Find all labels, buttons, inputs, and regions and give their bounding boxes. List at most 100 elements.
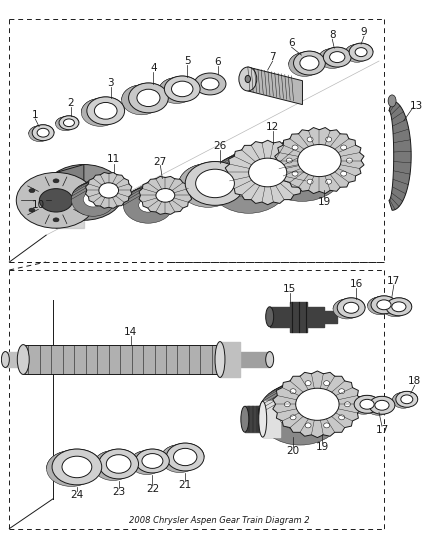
Ellipse shape: [280, 155, 324, 187]
Text: 10: 10: [32, 200, 45, 211]
Text: 17: 17: [387, 276, 400, 286]
Ellipse shape: [59, 116, 79, 130]
Ellipse shape: [71, 182, 115, 216]
Polygon shape: [366, 397, 395, 406]
Ellipse shape: [245, 75, 251, 83]
Ellipse shape: [292, 145, 298, 150]
Ellipse shape: [258, 383, 342, 445]
Text: 6: 6: [215, 57, 221, 67]
Ellipse shape: [307, 137, 313, 142]
Ellipse shape: [57, 458, 86, 479]
Ellipse shape: [101, 456, 125, 475]
Ellipse shape: [239, 67, 257, 91]
Ellipse shape: [392, 392, 414, 408]
Ellipse shape: [99, 449, 138, 479]
Ellipse shape: [230, 169, 268, 198]
Ellipse shape: [318, 49, 346, 68]
Ellipse shape: [349, 43, 373, 61]
Ellipse shape: [83, 192, 103, 207]
Ellipse shape: [290, 389, 296, 394]
Ellipse shape: [249, 158, 287, 187]
Ellipse shape: [164, 76, 200, 102]
Text: 2: 2: [67, 98, 74, 108]
Text: 27: 27: [154, 157, 167, 166]
Ellipse shape: [357, 400, 371, 410]
Ellipse shape: [172, 81, 193, 96]
Polygon shape: [351, 395, 380, 405]
Ellipse shape: [52, 449, 102, 485]
Ellipse shape: [388, 303, 403, 313]
Ellipse shape: [215, 342, 225, 377]
Ellipse shape: [396, 391, 418, 407]
Ellipse shape: [261, 140, 344, 201]
Text: 13: 13: [410, 101, 424, 111]
Ellipse shape: [300, 56, 319, 70]
Ellipse shape: [129, 83, 168, 113]
Ellipse shape: [53, 218, 59, 222]
Ellipse shape: [296, 388, 339, 421]
Ellipse shape: [351, 49, 363, 58]
Ellipse shape: [37, 128, 49, 137]
Ellipse shape: [326, 137, 332, 142]
Ellipse shape: [373, 301, 388, 311]
Polygon shape: [46, 449, 102, 469]
Ellipse shape: [337, 298, 365, 318]
Ellipse shape: [189, 171, 227, 200]
Ellipse shape: [161, 445, 198, 473]
Text: 6: 6: [288, 38, 295, 48]
Text: 19: 19: [318, 197, 331, 207]
Ellipse shape: [298, 144, 341, 176]
Ellipse shape: [178, 164, 238, 207]
Ellipse shape: [139, 198, 158, 212]
Ellipse shape: [293, 51, 325, 75]
Polygon shape: [392, 391, 418, 400]
Ellipse shape: [286, 158, 292, 163]
Polygon shape: [71, 174, 131, 199]
Ellipse shape: [369, 397, 395, 414]
Ellipse shape: [99, 183, 119, 198]
Polygon shape: [389, 101, 411, 211]
Ellipse shape: [29, 189, 35, 192]
Ellipse shape: [355, 47, 367, 56]
Ellipse shape: [93, 450, 133, 480]
Ellipse shape: [289, 53, 321, 76]
Text: 5: 5: [184, 56, 191, 66]
Polygon shape: [318, 47, 351, 59]
Ellipse shape: [81, 99, 119, 126]
Polygon shape: [275, 127, 364, 193]
Text: 12: 12: [266, 122, 279, 132]
Ellipse shape: [17, 345, 29, 375]
Polygon shape: [209, 143, 307, 183]
Ellipse shape: [173, 448, 197, 466]
Ellipse shape: [16, 173, 96, 228]
Ellipse shape: [62, 456, 92, 478]
Ellipse shape: [326, 179, 332, 184]
Ellipse shape: [46, 450, 96, 487]
Ellipse shape: [324, 423, 330, 428]
Ellipse shape: [39, 189, 73, 212]
Text: 19: 19: [316, 442, 329, 452]
Ellipse shape: [159, 78, 194, 103]
Ellipse shape: [324, 381, 330, 386]
Ellipse shape: [95, 102, 117, 119]
Ellipse shape: [367, 297, 393, 315]
Ellipse shape: [259, 401, 267, 437]
Polygon shape: [159, 76, 200, 91]
Ellipse shape: [343, 302, 359, 313]
Ellipse shape: [354, 395, 380, 413]
Ellipse shape: [388, 95, 396, 107]
Ellipse shape: [392, 302, 406, 312]
Ellipse shape: [266, 352, 274, 367]
Polygon shape: [122, 83, 168, 100]
Ellipse shape: [371, 401, 385, 411]
Polygon shape: [333, 298, 365, 309]
Text: 21: 21: [179, 480, 192, 490]
Text: 16: 16: [350, 279, 363, 289]
Polygon shape: [382, 298, 412, 308]
Ellipse shape: [325, 53, 340, 64]
Ellipse shape: [194, 73, 226, 95]
Text: 17: 17: [375, 425, 389, 435]
Text: 15: 15: [283, 284, 296, 294]
Text: 2008 Chrysler Aspen Gear Train Diagram 2: 2008 Chrysler Aspen Gear Train Diagram 2: [129, 516, 309, 525]
Ellipse shape: [123, 188, 173, 223]
